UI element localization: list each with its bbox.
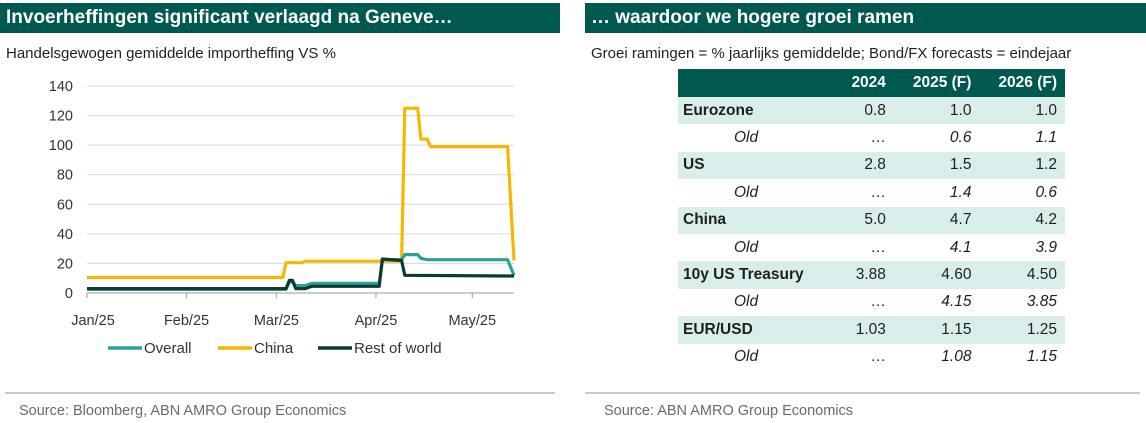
table-row: US 2.8 1.5 1.2 — [678, 151, 1065, 180]
table-row-old: Old… 4.1 3.9 — [678, 233, 1065, 262]
value-cell: 1.0 — [893, 97, 980, 125]
value-cell: 3.88 — [839, 261, 894, 289]
header-cell-2026f: 2026 (F) — [979, 69, 1065, 97]
row-label: EUR/USD — [678, 316, 840, 344]
table-row: 10y US Treasury 3.88 4.60 4.50 — [678, 261, 1065, 289]
value-cell: … — [839, 179, 894, 207]
table-row: China 5.0 4.7 4.2 — [678, 206, 1065, 234]
right-title: … waardoor we hogere groei ramen — [585, 3, 1146, 33]
y-tick-label: 60 — [57, 197, 73, 213]
value-cell: … — [839, 343, 894, 371]
value-cell: 0.6 — [893, 124, 980, 152]
value-cell: 1.25 — [979, 316, 1065, 344]
series-line-china — [87, 106, 516, 280]
value-cell: 1.03 — [839, 316, 894, 344]
value-cell: 1.4 — [893, 179, 980, 207]
value-cell: 1.5 — [893, 151, 980, 180]
x-tick-label: Feb/25 — [164, 313, 209, 329]
value-cell: 1.15 — [979, 343, 1065, 371]
value-cell: 1.08 — [893, 343, 980, 371]
left-divider — [5, 392, 555, 394]
value-cell: 1.0 — [979, 97, 1065, 125]
header-cell-2025f: 2025 (F) — [893, 69, 980, 97]
header-cell-2024: 2024 — [839, 69, 894, 97]
series-line-overall — [87, 253, 516, 291]
x-tick-label: May/25 — [448, 313, 496, 329]
table-header-row: 2024 2025 (F) 2026 (F) — [678, 69, 1065, 97]
header-cell-label — [678, 69, 840, 97]
table-row-old: Old… 1.4 0.6 — [678, 179, 1065, 207]
forecast-table-body: Eurozone 0.8 1.0 1.0 Old… 0.6 1.1 US 2.8 1.5 1.2 Ol… — [678, 97, 1065, 371]
forecast-table: 2024 2025 (F) 2026 (F) Eurozone 0.8 1.0 1.0… — [678, 69, 1065, 371]
series-line-rest-of-world — [87, 257, 515, 291]
left-title: Invoerheffingen significant verlaagd na … — [0, 3, 560, 33]
y-tick-label: 140 — [49, 79, 73, 95]
value-cell: 4.2 — [979, 206, 1065, 234]
row-label: Old — [678, 343, 840, 371]
left-source: Source: Bloomberg, ABN AMRO Group Econom… — [19, 403, 347, 419]
value-cell: 4.15 — [893, 288, 980, 317]
legend-label: Rest of world — [354, 340, 442, 357]
right-panel: … waardoor we hogere groei ramen Groei r… — [585, 0, 1146, 423]
legend-label: Overall — [144, 340, 192, 357]
row-label: Eurozone — [678, 97, 840, 125]
table-row: Eurozone 0.8 1.0 1.0 — [678, 97, 1065, 125]
x-tick-label: Jan/25 — [71, 313, 115, 329]
row-label: China — [678, 206, 840, 234]
value-cell: 4.60 — [893, 261, 980, 289]
value-cell: 1.15 — [893, 316, 980, 344]
value-cell: 2.8 — [839, 151, 894, 180]
row-label: US — [678, 151, 840, 180]
row-label: Old — [678, 124, 840, 152]
row-label: Old — [678, 288, 840, 317]
value-cell: 1.2 — [979, 151, 1065, 180]
value-cell: 5.0 — [839, 206, 894, 234]
table-row-old: Old… 1.08 1.15 — [678, 343, 1065, 371]
table-row-old: Old… 4.15 3.85 — [678, 288, 1065, 317]
tariff-line-chart: 0 20 40 60 80 100 120 140 Jan/25 Feb/25 Mar/25 Apr/… — [49, 79, 516, 357]
value-cell: … — [839, 233, 894, 262]
forecast-table-wrap: 2024 2025 (F) 2026 (F) Eurozone 0.8 1.0 1.0… — [678, 69, 1065, 371]
row-label: Old — [678, 179, 840, 207]
value-cell: 4.1 — [893, 233, 980, 262]
value-cell: … — [839, 124, 894, 152]
y-tick-label: 80 — [57, 168, 73, 184]
value-cell: 4.7 — [893, 206, 980, 234]
chart-subtitle: Handelsgewogen gemiddelde importheffing … — [6, 45, 336, 62]
x-tick-label: Apr/25 — [355, 313, 398, 329]
value-cell: 4.50 — [979, 261, 1065, 289]
y-tick-label: 120 — [49, 109, 73, 125]
legend-label: China — [254, 340, 294, 357]
row-label: 10y US Treasury — [678, 261, 840, 289]
value-cell: 3.85 — [979, 288, 1065, 317]
row-label: Old — [678, 233, 840, 262]
y-tick-label: 20 — [57, 256, 73, 272]
y-tick-label: 0 — [65, 286, 73, 302]
value-cell: 0.8 — [839, 97, 894, 125]
value-cell: 0.6 — [979, 179, 1065, 207]
y-tick-label: 40 — [57, 227, 73, 243]
right-source: Source: ABN AMRO Group Economics — [604, 403, 854, 419]
value-cell: 1.1 — [979, 124, 1065, 152]
value-cell: 3.9 — [979, 233, 1065, 262]
table-row: EUR/USD 1.03 1.15 1.25 — [678, 316, 1065, 344]
x-tick-label: Mar/25 — [254, 313, 299, 329]
left-panel: Invoerheffingen significant verlaagd na … — [0, 0, 560, 423]
value-cell: … — [839, 288, 894, 317]
right-divider — [585, 392, 1140, 394]
table-row-old: Old… 0.6 1.1 — [678, 124, 1065, 152]
y-tick-label: 100 — [49, 138, 73, 154]
table-subtitle: Groei ramingen = % jaarlijks gemiddelde;… — [591, 45, 1072, 62]
